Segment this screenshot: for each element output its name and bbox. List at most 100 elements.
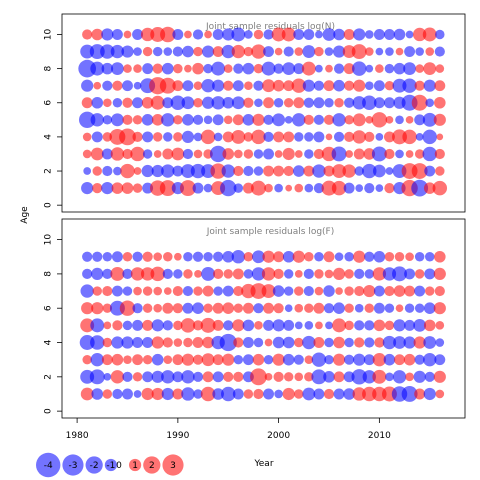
- residual-bubble: [113, 166, 122, 176]
- residual-bubble: [101, 354, 113, 366]
- residual-bubble: [153, 286, 163, 296]
- residual-bubble: [202, 285, 214, 297]
- residual-bubble: [142, 303, 153, 313]
- residual-bubble: [222, 148, 235, 160]
- residual-bubble: [243, 389, 254, 399]
- residual-bubble: [91, 96, 104, 109]
- residual-bubble: [172, 80, 184, 92]
- residual-bubble: [242, 319, 255, 332]
- residual-bubble: [324, 354, 334, 365]
- residual-bubble: [344, 131, 355, 143]
- residual-bubble: [263, 29, 274, 40]
- residual-bubble: [434, 96, 446, 109]
- residual-bubble: [132, 303, 143, 314]
- residual-bubble: [263, 319, 274, 331]
- residual-bubble: [223, 320, 234, 331]
- residual-bubble: [90, 147, 104, 161]
- residual-bubble: [373, 80, 385, 92]
- residual-bubble: [264, 338, 273, 347]
- residual-bubble: [254, 321, 263, 330]
- residual-bubble: [92, 182, 103, 194]
- residual-bubble: [231, 129, 246, 144]
- residual-bubble: [142, 354, 153, 365]
- residual-bubble: [162, 62, 174, 75]
- residual-bubble: [132, 97, 144, 109]
- residual-bubble: [90, 352, 104, 367]
- residual-bubble: [263, 46, 274, 58]
- residual-bubble: [411, 179, 429, 197]
- residual-bubble: [101, 62, 114, 75]
- residual-bubble: [130, 146, 145, 162]
- legend-bubble: [85, 456, 103, 474]
- y-tick-label: 6: [44, 305, 54, 311]
- residual-bubble: [294, 286, 304, 296]
- residual-bubble: [323, 388, 335, 400]
- residual-bubble: [211, 61, 226, 76]
- residual-bubble: [354, 337, 365, 348]
- residual-bubble: [333, 63, 345, 74]
- residual-bubble: [82, 29, 93, 40]
- residual-bubble: [182, 302, 194, 314]
- residual-bubble: [254, 98, 263, 108]
- y-tick-label: 0: [44, 408, 54, 414]
- residual-bubble: [193, 46, 203, 57]
- residual-bubble: [423, 336, 437, 349]
- residual-bubble: [90, 113, 104, 127]
- residual-bubble: [91, 302, 104, 315]
- residual-bubble: [150, 266, 165, 282]
- residual-bubble: [344, 354, 355, 365]
- residual-bubble: [181, 370, 195, 384]
- residual-bubble: [102, 252, 113, 262]
- legend-label: -2: [90, 461, 99, 471]
- residual-bubble: [434, 354, 446, 366]
- residual-bubble: [433, 302, 446, 315]
- residual-bubble: [91, 388, 104, 400]
- y-tick-label: 0: [44, 202, 54, 208]
- residual-bubble: [231, 250, 245, 264]
- residual-bubble: [121, 336, 134, 349]
- residual-bubble: [371, 112, 388, 128]
- residual-bubble: [393, 319, 406, 332]
- residual-bubble: [132, 337, 144, 348]
- residual-bubble: [110, 44, 125, 59]
- residual-bubble: [222, 250, 235, 263]
- residual-bubble: [232, 388, 244, 400]
- residual-bubble: [231, 44, 245, 59]
- panel-frame: [61, 13, 466, 213]
- residual-bubble: [383, 29, 395, 40]
- residual-bubble: [282, 353, 295, 366]
- residual-bubble: [372, 352, 387, 367]
- residual-bubble: [122, 388, 133, 400]
- residual-bubble: [233, 165, 244, 177]
- residual-bubble: [283, 286, 294, 296]
- residual-bubble: [101, 28, 114, 41]
- residual-bubble: [163, 132, 173, 142]
- residual-bubble: [212, 319, 224, 331]
- y-tick-label: 4: [44, 134, 54, 140]
- residual-bubble: [183, 252, 193, 262]
- residual-bubble: [394, 252, 405, 262]
- residual-bubble: [212, 29, 224, 40]
- residual-bubble: [333, 336, 345, 349]
- residual-bubble: [331, 180, 347, 196]
- residual-bubble: [333, 28, 345, 41]
- residual-bubble: [232, 319, 245, 332]
- residual-bubble: [151, 114, 164, 126]
- residual-bubble: [172, 388, 184, 400]
- residual-bubble: [153, 252, 163, 262]
- residual-bubble: [171, 147, 185, 161]
- residual-bubble: [414, 354, 425, 365]
- residual-bubble: [223, 371, 234, 382]
- residual-bubble: [251, 129, 266, 145]
- residual-bubble: [162, 268, 173, 280]
- residual-bubble: [160, 26, 176, 43]
- residual-bubble: [294, 372, 304, 382]
- residual-bubble: [163, 287, 172, 295]
- residual-bubble: [122, 252, 133, 262]
- residual-bubble: [282, 250, 295, 263]
- residual-bubble: [80, 318, 95, 333]
- residual-bubble: [182, 114, 194, 126]
- residual-bubble: [184, 64, 192, 73]
- residual-bubble: [314, 46, 324, 57]
- y-tick-label: 2: [44, 374, 54, 380]
